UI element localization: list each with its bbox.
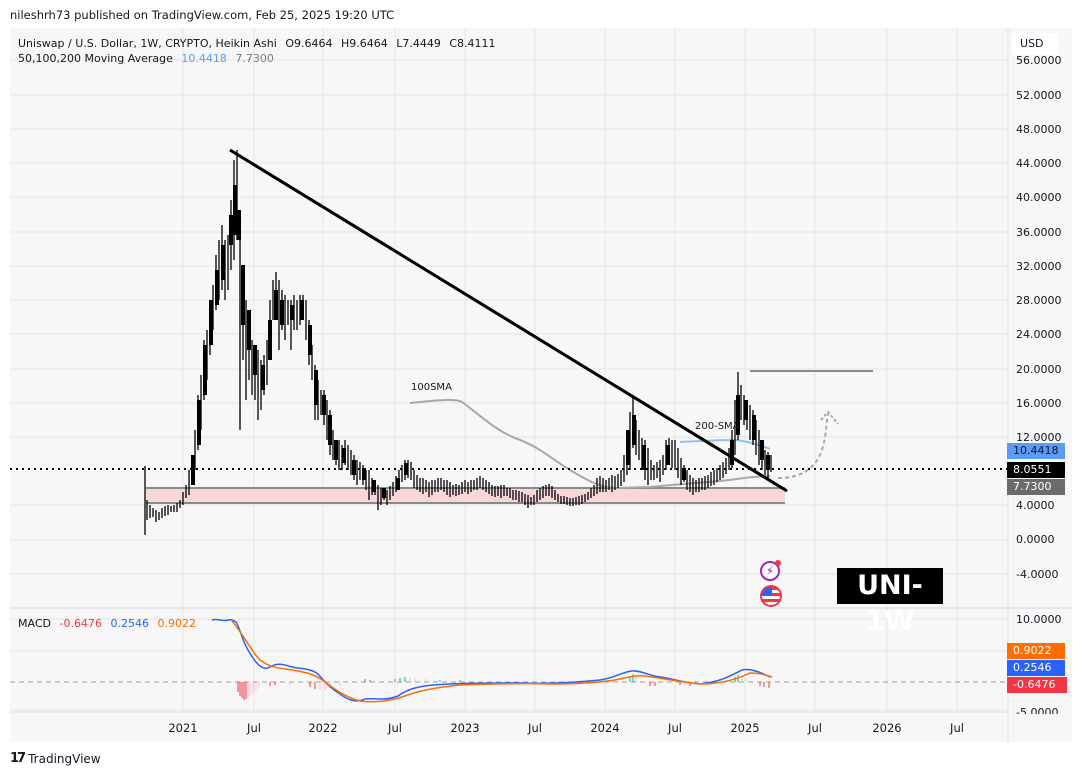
price-tick: 0.0000 bbox=[1016, 533, 1055, 546]
currency-button[interactable]: USD bbox=[1012, 33, 1058, 55]
support-zone bbox=[146, 488, 785, 503]
time-label: Jul bbox=[528, 721, 542, 735]
sma100-line bbox=[409, 399, 771, 490]
us-flag-icon[interactable] bbox=[760, 585, 782, 607]
price-tick: 4.0000 bbox=[1016, 499, 1055, 512]
ma-value-1: 10.4418 bbox=[181, 52, 227, 65]
tradingview-logo-icon: 17 bbox=[10, 751, 26, 766]
time-label: Jul bbox=[388, 721, 402, 735]
macd-signal-badge: 0.9022 bbox=[1007, 643, 1065, 659]
time-label: Jul bbox=[668, 721, 682, 735]
symbol-legend-row: Uniswap / U.S. Dollar, 1W, CRYPTO, Heiki… bbox=[18, 36, 501, 51]
price-tick: 56.0000 bbox=[1016, 54, 1062, 67]
macd-histogram-value: -0.6476 bbox=[59, 617, 102, 630]
time-label: 2025 bbox=[730, 721, 760, 735]
ma-gray-price-badge: 7.7300 bbox=[1007, 479, 1065, 495]
macd-line-value: 0.2546 bbox=[110, 617, 149, 630]
ma-value-2: 7.7300 bbox=[235, 52, 274, 65]
time-label: 2026 bbox=[872, 721, 902, 735]
macd-line-badge: 0.2546 bbox=[1007, 660, 1065, 676]
chart-legend: Uniswap / U.S. Dollar, 1W, CRYPTO, Heiki… bbox=[18, 36, 501, 66]
macd-indicator-label[interactable]: MACD bbox=[18, 617, 51, 630]
ma-blue-price-badge: 10.4418 bbox=[1007, 443, 1065, 459]
ohlc-open: O9.6464 bbox=[285, 37, 333, 50]
time-label: Jul bbox=[808, 721, 822, 735]
tradingview-logo[interactable]: 17 TradingView bbox=[10, 751, 101, 766]
time-label: Jul bbox=[950, 721, 964, 735]
descending-trendline bbox=[229, 148, 788, 493]
price-tick: -4.0000 bbox=[1016, 568, 1059, 581]
macd-signal-line bbox=[231, 620, 773, 703]
candlesticks bbox=[144, 150, 772, 535]
vertical-gridlines bbox=[182, 28, 958, 712]
price-tick: 48.0000 bbox=[1016, 123, 1062, 136]
tradingview-brand: TradingView bbox=[28, 751, 101, 766]
ohlc-close: C8.4111 bbox=[449, 37, 496, 50]
ticker-tag: UNI-1W bbox=[837, 568, 943, 637]
ohlc-low: L7.4449 bbox=[396, 37, 441, 50]
publisher-line: nileshrh73 published on TradingView.com,… bbox=[10, 8, 395, 22]
macd-tick: -5.0000 bbox=[1016, 706, 1059, 714]
price-tick: 12.0000 bbox=[1016, 431, 1062, 444]
time-label: 2021 bbox=[168, 721, 198, 735]
last-price-badge: 8.0551 bbox=[1007, 462, 1065, 478]
sma100-annotation: 100SMA bbox=[411, 382, 452, 393]
ma-indicator-label[interactable]: 50,100,200 Moving Average bbox=[18, 52, 173, 65]
projection-arrowhead bbox=[820, 410, 839, 425]
time-label: 2023 bbox=[450, 721, 480, 735]
time-label: 2024 bbox=[590, 721, 620, 735]
sma200-annotation: 200-SMA bbox=[695, 421, 740, 432]
price-tick: 32.0000 bbox=[1016, 260, 1062, 273]
macd-legend: MACD -0.6476 0.2546 0.9022 bbox=[18, 617, 201, 630]
macd-line bbox=[211, 618, 771, 702]
price-tick: 36.0000 bbox=[1016, 226, 1062, 239]
macd-tick: 10.0000 bbox=[1016, 613, 1062, 626]
price-tick: 40.0000 bbox=[1016, 191, 1062, 204]
price-tick: 24.0000 bbox=[1016, 328, 1062, 341]
price-tick: 52.0000 bbox=[1016, 89, 1062, 102]
price-tick: 16.0000 bbox=[1016, 397, 1062, 410]
price-tick: 20.0000 bbox=[1016, 363, 1062, 376]
horizontal-gridlines bbox=[10, 59, 1008, 711]
macd-signal-value: 0.9022 bbox=[157, 617, 196, 630]
macd-hist-badge: -0.6476 bbox=[1007, 677, 1067, 693]
price-tick: 44.0000 bbox=[1016, 157, 1062, 170]
time-label: 2022 bbox=[308, 721, 338, 735]
ohlc-high: H9.6464 bbox=[340, 37, 388, 50]
chart-frame bbox=[10, 28, 1072, 742]
lightning-icon[interactable]: ⚡ bbox=[760, 560, 781, 581]
symbol-title[interactable]: Uniswap / U.S. Dollar, 1W, CRYPTO, Heiki… bbox=[18, 37, 277, 50]
price-tick: 28.0000 bbox=[1016, 294, 1062, 307]
time-label: Jul bbox=[247, 721, 261, 735]
ma-legend-row: 50,100,200 Moving Average 10.4418 7.7300 bbox=[18, 51, 501, 66]
candle-bodies bbox=[191, 185, 770, 498]
projection-arrow bbox=[777, 413, 829, 479]
